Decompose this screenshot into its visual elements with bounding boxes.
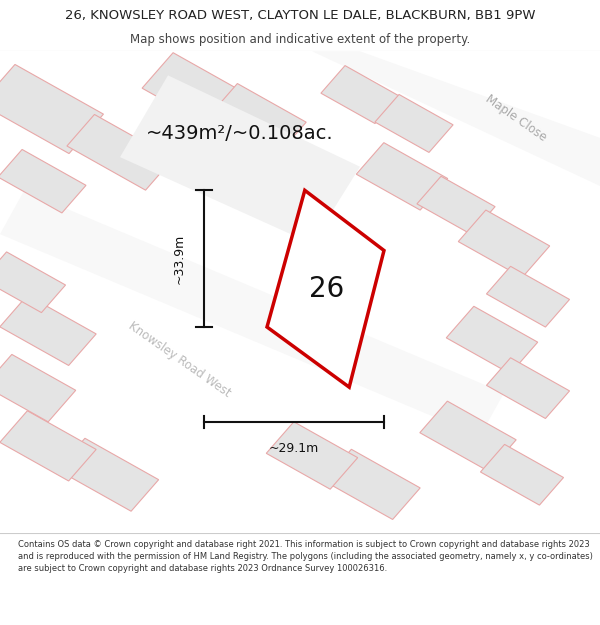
Text: Maple Close: Maple Close (483, 93, 549, 144)
Polygon shape (0, 149, 86, 213)
Polygon shape (120, 75, 360, 244)
Text: Map shows position and indicative extent of the property.: Map shows position and indicative extent… (130, 32, 470, 46)
Polygon shape (267, 191, 384, 387)
Polygon shape (142, 52, 242, 127)
Polygon shape (0, 191, 504, 436)
Polygon shape (356, 142, 448, 210)
Polygon shape (67, 114, 173, 190)
Polygon shape (266, 422, 358, 489)
Text: 26: 26 (308, 275, 344, 302)
Text: ~439m²/~0.108ac.: ~439m²/~0.108ac. (146, 124, 334, 142)
Polygon shape (0, 295, 96, 366)
Polygon shape (321, 66, 399, 124)
Polygon shape (420, 401, 516, 471)
Text: 26, KNOWSLEY ROAD WEST, CLAYTON LE DALE, BLACKBURN, BB1 9PW: 26, KNOWSLEY ROAD WEST, CLAYTON LE DALE,… (65, 9, 535, 22)
Polygon shape (0, 411, 96, 481)
Polygon shape (375, 94, 453, 152)
Polygon shape (210, 84, 306, 154)
Text: Knowsley Road West: Knowsley Road West (127, 319, 233, 399)
Polygon shape (446, 306, 538, 374)
Text: Contains OS data © Crown copyright and database right 2021. This information is : Contains OS data © Crown copyright and d… (18, 540, 593, 573)
Polygon shape (487, 266, 569, 327)
Text: ~33.9m: ~33.9m (172, 234, 185, 284)
Polygon shape (312, 51, 600, 186)
Polygon shape (487, 357, 569, 419)
Polygon shape (0, 354, 76, 422)
Polygon shape (0, 64, 103, 154)
Polygon shape (481, 444, 563, 505)
Text: ~29.1m: ~29.1m (269, 442, 319, 455)
Polygon shape (417, 176, 495, 234)
Polygon shape (324, 449, 420, 519)
Polygon shape (0, 252, 65, 312)
Polygon shape (458, 210, 550, 278)
Polygon shape (58, 438, 158, 511)
